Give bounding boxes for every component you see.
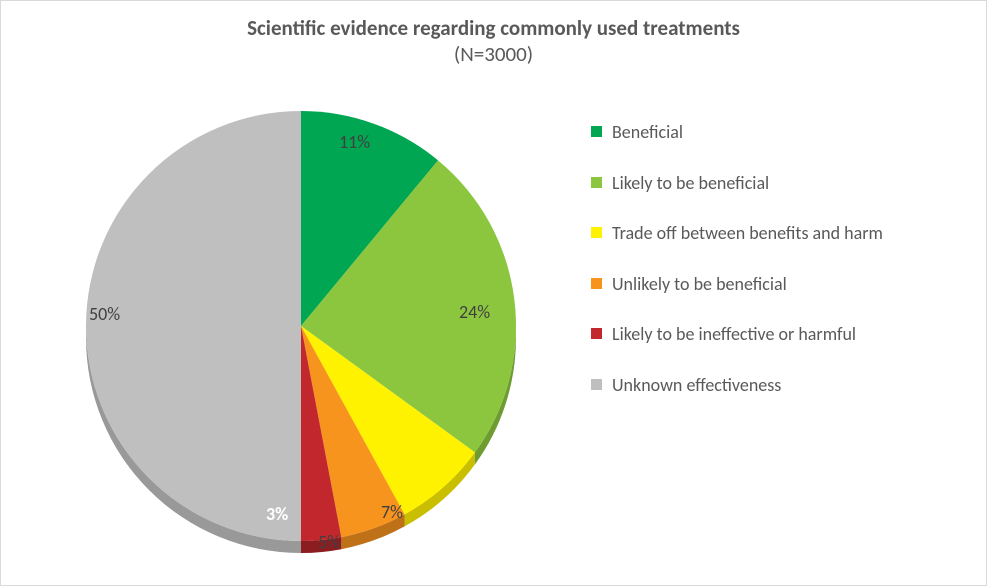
legend-swatch xyxy=(591,278,602,289)
slice-datalabel: 11% xyxy=(339,131,370,153)
pie-chart: 11% 24% 7% 5% 3% 50% xyxy=(71,101,531,561)
chart-title-block: Scientific evidence regarding commonly u… xyxy=(1,15,986,67)
legend-item: Unknown effectiveness xyxy=(591,374,951,397)
chart-title-main: Scientific evidence regarding commonly u… xyxy=(247,15,740,41)
legend-swatch xyxy=(591,177,602,188)
legend: Beneficial Likely to be beneficial Trade o… xyxy=(591,121,951,424)
legend-item: Trade off between benefits and harm xyxy=(591,222,951,245)
slice-datalabel: 7% xyxy=(381,501,403,523)
legend-label: Unlikely to be beneficial xyxy=(612,273,951,296)
pie-slice xyxy=(86,111,301,541)
slice-datalabel: 3% xyxy=(266,503,288,525)
legend-item: Unlikely to be beneficial xyxy=(591,273,951,296)
legend-item: Likely to be beneficial xyxy=(591,172,951,195)
legend-swatch xyxy=(591,379,602,390)
chart-frame: Scientific evidence regarding commonly u… xyxy=(0,0,987,586)
slice-datalabel: 50% xyxy=(89,303,120,325)
legend-label: Unknown effectiveness xyxy=(612,374,951,397)
legend-swatch xyxy=(591,227,602,238)
legend-swatch xyxy=(591,126,602,137)
legend-item: Likely to be ineffective or harmful xyxy=(591,323,951,346)
slice-datalabel: 24% xyxy=(459,301,490,323)
legend-swatch xyxy=(591,328,602,339)
slice-datalabel: 5% xyxy=(318,531,340,553)
legend-label: Likely to be ineffective or harmful xyxy=(612,323,951,346)
chart-title-sub: (N=3000) xyxy=(454,41,533,67)
legend-label: Trade off between benefits and harm xyxy=(612,222,951,245)
legend-label: Beneficial xyxy=(612,121,951,144)
legend-item: Beneficial xyxy=(591,121,951,144)
legend-label: Likely to be beneficial xyxy=(612,172,951,195)
